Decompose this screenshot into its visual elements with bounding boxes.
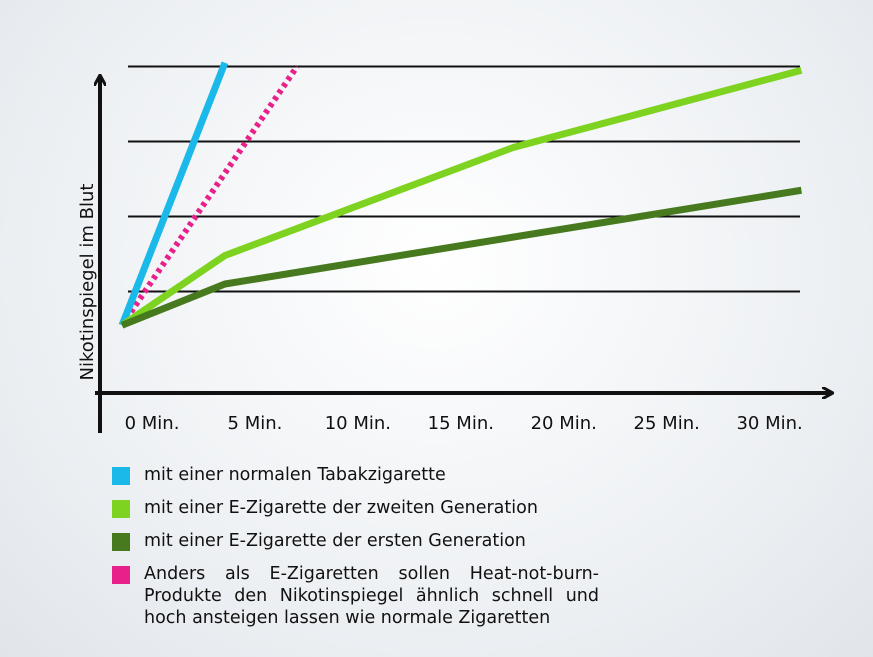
legend-item: mit einer E-Zigarette der ersten Generat… [112,530,612,552]
legend-item: Anders als E-Zigaretten sollen Heat-not-… [112,563,612,629]
legend-label: mit einer E-Zigarette der zweiten Genera… [144,498,538,518]
legend-label: mit einer normalen Tabakzigarette [144,465,446,485]
lines [118,61,803,329]
series-line [118,61,229,327]
x-tick-label: 0 Min. [125,413,180,434]
legend-item: mit einer normalen Tabakzigarette [112,464,612,486]
x-ticks: 0 Min. 5 Min. 10 Min. 15 Min. 20 Min. 25 Min.… [125,413,803,434]
x-tick-label: 10 Min. [325,413,391,434]
y-axis-label: Nikotinspiegel im Blut [77,184,98,381]
series-line [120,186,802,329]
legend-swatch [112,467,130,485]
legend-swatch [112,566,130,584]
legend-label: mit einer E-Zigarette der ersten Generat… [144,531,526,551]
x-tick-label: 30 Min. [736,413,802,434]
x-tick-label: 25 Min. [634,413,700,434]
x-tick-label: 15 Min. [428,413,494,434]
x-tick-label: 5 Min. [228,413,283,434]
chart: Nikotinspiegel im Blut 0 Min. 5 Min. 10 Mi… [77,61,873,434]
series-line [120,66,803,329]
legend-swatch [112,533,130,551]
legend-item: mit einer E-Zigarette der zweiten Genera… [112,497,612,519]
x-tick-label: 20 Min. [531,413,597,434]
grid [128,65,800,293]
legend-swatch [112,500,130,518]
legend-label: Anders als E-Zigaretten sollen Heat-not-… [144,564,599,628]
legend: mit einer normalen Tabakzigarette mit ein… [112,464,612,640]
